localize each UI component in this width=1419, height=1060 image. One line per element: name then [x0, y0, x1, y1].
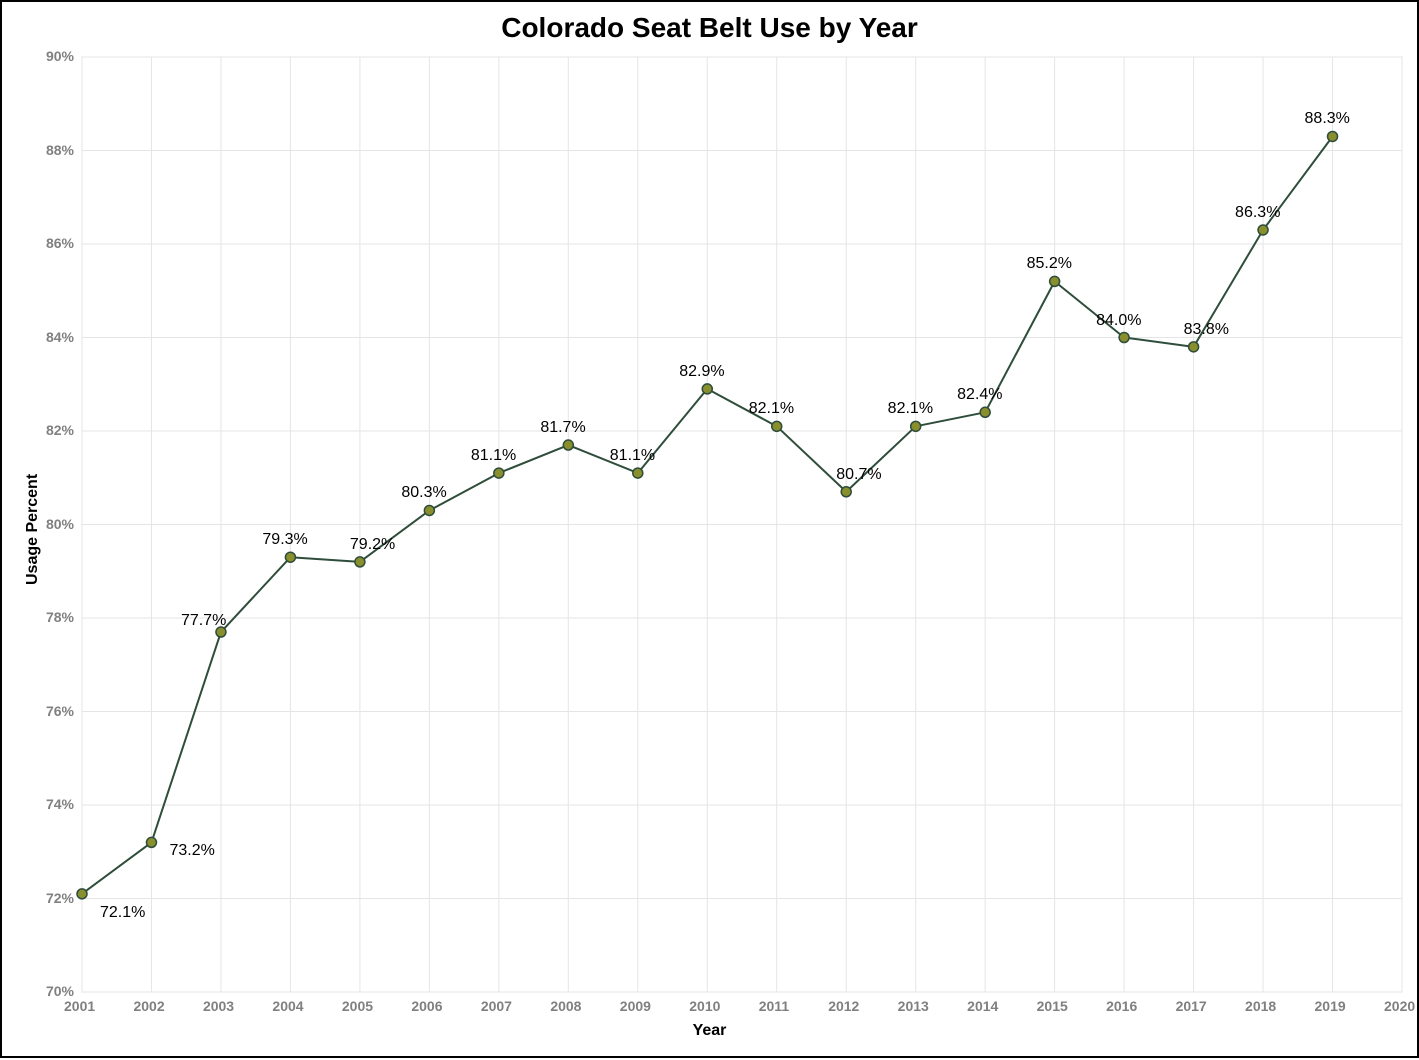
- data-point-label: 77.7%: [181, 612, 226, 630]
- y-tick-label: 82%: [34, 422, 74, 438]
- x-tick-label: 2018: [1245, 998, 1276, 1014]
- y-tick-label: 78%: [34, 609, 74, 625]
- data-point-label: 80.7%: [836, 466, 881, 484]
- x-tick-label: 2009: [620, 998, 651, 1014]
- x-tick-label: 2006: [411, 998, 442, 1014]
- x-tick-label: 2001: [64, 998, 95, 1014]
- x-tick-label: 2017: [1176, 998, 1207, 1014]
- data-point-label: 85.2%: [1027, 255, 1072, 273]
- y-tick-label: 76%: [34, 703, 74, 719]
- data-point-label: 79.2%: [350, 536, 395, 554]
- data-point-label: 81.1%: [610, 447, 655, 465]
- x-tick-label: 2019: [1315, 998, 1346, 1014]
- x-tick-label: 2010: [689, 998, 720, 1014]
- chart-frame: Colorado Seat Belt Use by Year Usage Per…: [0, 0, 1419, 1058]
- x-tick-label: 2013: [898, 998, 929, 1014]
- data-point-label: 88.3%: [1305, 110, 1350, 128]
- data-point-label: 73.2%: [169, 842, 214, 860]
- data-point-label: 82.4%: [957, 386, 1002, 404]
- x-tick-label: 2014: [967, 998, 998, 1014]
- data-point-label: 86.3%: [1235, 204, 1280, 222]
- x-tick-label: 2004: [272, 998, 303, 1014]
- data-point-label: 82.9%: [679, 363, 724, 381]
- y-tick-label: 80%: [34, 516, 74, 532]
- x-tick-label: 2012: [828, 998, 859, 1014]
- data-point-label: 72.1%: [100, 904, 145, 922]
- data-point-label: 84.0%: [1096, 312, 1141, 330]
- y-tick-label: 90%: [34, 48, 74, 64]
- data-point-label: 79.3%: [262, 531, 307, 549]
- x-tick-label: 2005: [342, 998, 373, 1014]
- data-point-label: 83.8%: [1184, 321, 1229, 339]
- x-tick-label: 2015: [1037, 998, 1068, 1014]
- y-tick-label: 74%: [34, 796, 74, 812]
- x-tick-label: 2020: [1384, 998, 1415, 1014]
- x-tick-label: 2003: [203, 998, 234, 1014]
- data-point-label: 80.3%: [401, 484, 446, 502]
- x-tick-label: 2008: [550, 998, 581, 1014]
- data-point-label: 82.1%: [888, 400, 933, 418]
- x-tick-label: 2011: [759, 998, 789, 1014]
- chart-plot: [2, 2, 1419, 1060]
- data-point-label: 81.7%: [540, 419, 585, 437]
- x-tick-label: 2016: [1106, 998, 1137, 1014]
- data-point-label: 82.1%: [749, 400, 794, 418]
- data-point-label: 81.1%: [471, 447, 516, 465]
- x-tick-label: 2002: [133, 998, 164, 1014]
- y-tick-label: 70%: [34, 983, 74, 999]
- y-tick-label: 88%: [34, 142, 74, 158]
- y-tick-label: 72%: [34, 890, 74, 906]
- y-tick-label: 84%: [34, 329, 74, 345]
- x-tick-label: 2007: [481, 998, 512, 1014]
- y-tick-label: 86%: [34, 235, 74, 251]
